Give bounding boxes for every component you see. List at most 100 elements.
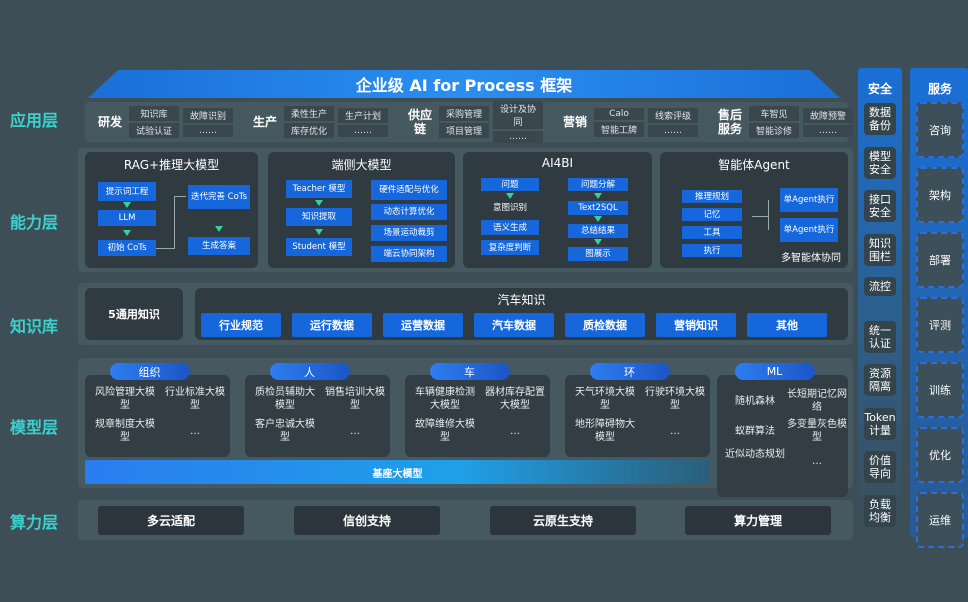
agent-box: 执行 (682, 244, 742, 257)
edge-box: 场景运动裁剪 (371, 225, 447, 241)
model-group-panel (245, 375, 390, 457)
edge-model-panel: 端侧大模型 Teacher 模型 知识提取 Student 模型 硬件适配与优化… (268, 152, 455, 268)
arrow-down-icon (594, 216, 602, 222)
app-item[interactable]: 柔性生产 (284, 106, 334, 121)
app-item[interactable]: 智能工牌 (594, 121, 644, 137)
model-item: 行驶环境大模型 (645, 387, 705, 411)
compute-item[interactable]: 算力管理 (685, 506, 831, 535)
security-item[interactable]: 负载均衡 (864, 494, 896, 527)
service-item[interactable]: 部署 (916, 232, 964, 288)
ai4bi-box: Text2SQL (568, 201, 628, 215)
model-group-panel (565, 375, 710, 457)
app-item[interactable]: …… (338, 124, 388, 137)
compute-item[interactable]: 多云适配 (98, 506, 244, 535)
app-item[interactable]: 设计及协同 (493, 101, 543, 129)
service-item[interactable]: 架构 (916, 167, 964, 223)
model-item: … (670, 426, 680, 437)
app-item[interactable]: 知识库 (129, 106, 179, 121)
service-item[interactable]: 评测 (916, 297, 964, 353)
ai4bi-panel: AI4BI 问题 意图识别 语义生成 复杂度判断 问题分解 Text2SQL 总… (463, 152, 652, 268)
connector (768, 200, 769, 230)
auto-knowledge-title: 汽车知识 (497, 293, 546, 307)
knowledge-item[interactable]: 营销知识 (656, 313, 736, 337)
knowledge-item[interactable]: 质检数据 (565, 313, 645, 337)
service-title: 服务 (927, 82, 952, 96)
app-group-name: 生产 (252, 115, 277, 129)
model-item: 风险管理大模型 (95, 387, 155, 411)
knowledge-item[interactable]: 运行数据 (292, 313, 372, 337)
ai4bi-box: 问题 (481, 178, 539, 191)
app-item[interactable]: 智能诊修 (749, 123, 799, 138)
model-group-label: ML (734, 363, 815, 380)
app-item[interactable]: …… (183, 124, 233, 137)
app-group: 供应链 采购管理 项目管理 设计及协同 …… (405, 101, 543, 143)
knowledge-item[interactable]: 其他 (747, 313, 827, 337)
app-item[interactable]: 项目管理 (439, 123, 489, 138)
model-item: 天气环境大模型 (575, 387, 635, 411)
knowledge-item[interactable]: 汽车数据 (474, 313, 554, 337)
app-group: 生产 柔性生产库存优化 生产计划…… (250, 104, 388, 140)
agent-box: 工具 (682, 226, 742, 239)
knowledge-item[interactable]: 运营数据 (383, 313, 463, 337)
service-item[interactable]: 训练 (916, 362, 964, 418)
security-item[interactable]: 资源隔离 (864, 364, 896, 396)
general-knowledge: 5通用知识 (85, 288, 183, 340)
model-item: … (510, 426, 520, 437)
app-item[interactable]: 采购管理 (439, 106, 489, 121)
model-group-label: 车 (429, 363, 510, 380)
model-item: … (190, 426, 200, 437)
framework-title: 企业级 AI for Process 框架 (88, 70, 840, 98)
rag-box: 提示词工程 (98, 182, 156, 201)
app-item[interactable]: 故障识别 (183, 107, 233, 123)
app-item[interactable]: …… (803, 124, 853, 137)
arrow-down-icon (315, 200, 323, 206)
model-item: 随机森林 (735, 396, 775, 407)
model-item: 规章制度大模型 (95, 419, 155, 443)
security-item[interactable]: 知识围栏 (864, 233, 896, 266)
connector (752, 216, 768, 217)
app-item[interactable]: 线索评级 (648, 107, 698, 123)
app-item[interactable]: 故障预警 (803, 107, 853, 123)
app-item[interactable]: …… (493, 131, 543, 143)
app-item[interactable]: 生产计划 (338, 107, 388, 123)
service-item[interactable]: 优化 (916, 427, 964, 483)
ai4bi-box: 问题分解 (568, 178, 628, 191)
ai4bi-box: 语义生成 (481, 220, 539, 235)
security-item[interactable]: Token计量 (864, 407, 896, 440)
edge-box: 硬件适配与优化 (371, 180, 447, 200)
app-item[interactable]: …… (648, 124, 698, 137)
model-group-label: 组织 (109, 363, 190, 380)
model-item: 车辆健康检测大模型 (415, 387, 475, 411)
service-item[interactable]: 咨询 (916, 102, 964, 158)
arrow-down-icon (215, 226, 223, 232)
app-item[interactable]: 试验认证 (129, 123, 179, 138)
security-item[interactable]: 价值导向 (864, 451, 896, 483)
security-item[interactable]: 流控 (864, 277, 896, 296)
model-group-panel (405, 375, 550, 457)
service-item[interactable]: 运维 (916, 492, 964, 548)
security-item[interactable]: 模型安全 (864, 146, 896, 179)
arrow-down-icon (123, 202, 131, 208)
arrow-down-icon (123, 230, 131, 236)
security-item[interactable]: 数据备份 (864, 103, 896, 135)
compute-item[interactable]: 云原生支持 (490, 506, 636, 535)
knowledge-item[interactable]: 行业规范 (201, 313, 281, 337)
app-group: 营销 Calo 智能工牌 线索评级…… (560, 104, 698, 140)
model-item: 客户忠诚大模型 (255, 419, 315, 443)
app-item[interactable]: 库存优化 (284, 123, 334, 138)
model-item: … (350, 426, 360, 437)
model-group-panel (85, 375, 230, 457)
security-item[interactable]: 接口安全 (864, 190, 896, 222)
edge-box: 端云协同架构 (371, 246, 447, 262)
layer-label-knowledge: 知识库 (10, 317, 59, 336)
edge-box: Teacher 模型 (286, 180, 352, 198)
app-item[interactable]: Calo (594, 107, 644, 120)
multi-agent-label: 多智能体协同 (781, 253, 841, 264)
ai4bi-box: 复杂度判断 (481, 240, 539, 255)
model-item: 蚁群算法 (735, 426, 775, 437)
app-item[interactable]: 车智见 (749, 106, 799, 121)
security-title: 安全 (867, 82, 892, 96)
security-item[interactable]: 统一认证 (864, 320, 896, 353)
agent-box: 单Agent执行 (780, 218, 838, 242)
compute-item[interactable]: 信创支持 (294, 506, 440, 535)
